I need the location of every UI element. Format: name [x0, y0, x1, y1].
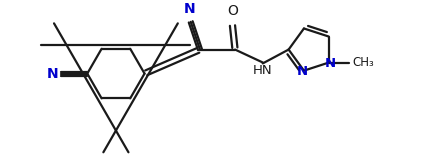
Text: N: N	[297, 65, 308, 78]
Text: N: N	[325, 57, 336, 70]
Text: N: N	[47, 67, 59, 81]
Text: O: O	[227, 4, 238, 18]
Text: N: N	[184, 2, 195, 16]
Text: CH₃: CH₃	[353, 56, 374, 69]
Text: HN: HN	[253, 64, 272, 77]
